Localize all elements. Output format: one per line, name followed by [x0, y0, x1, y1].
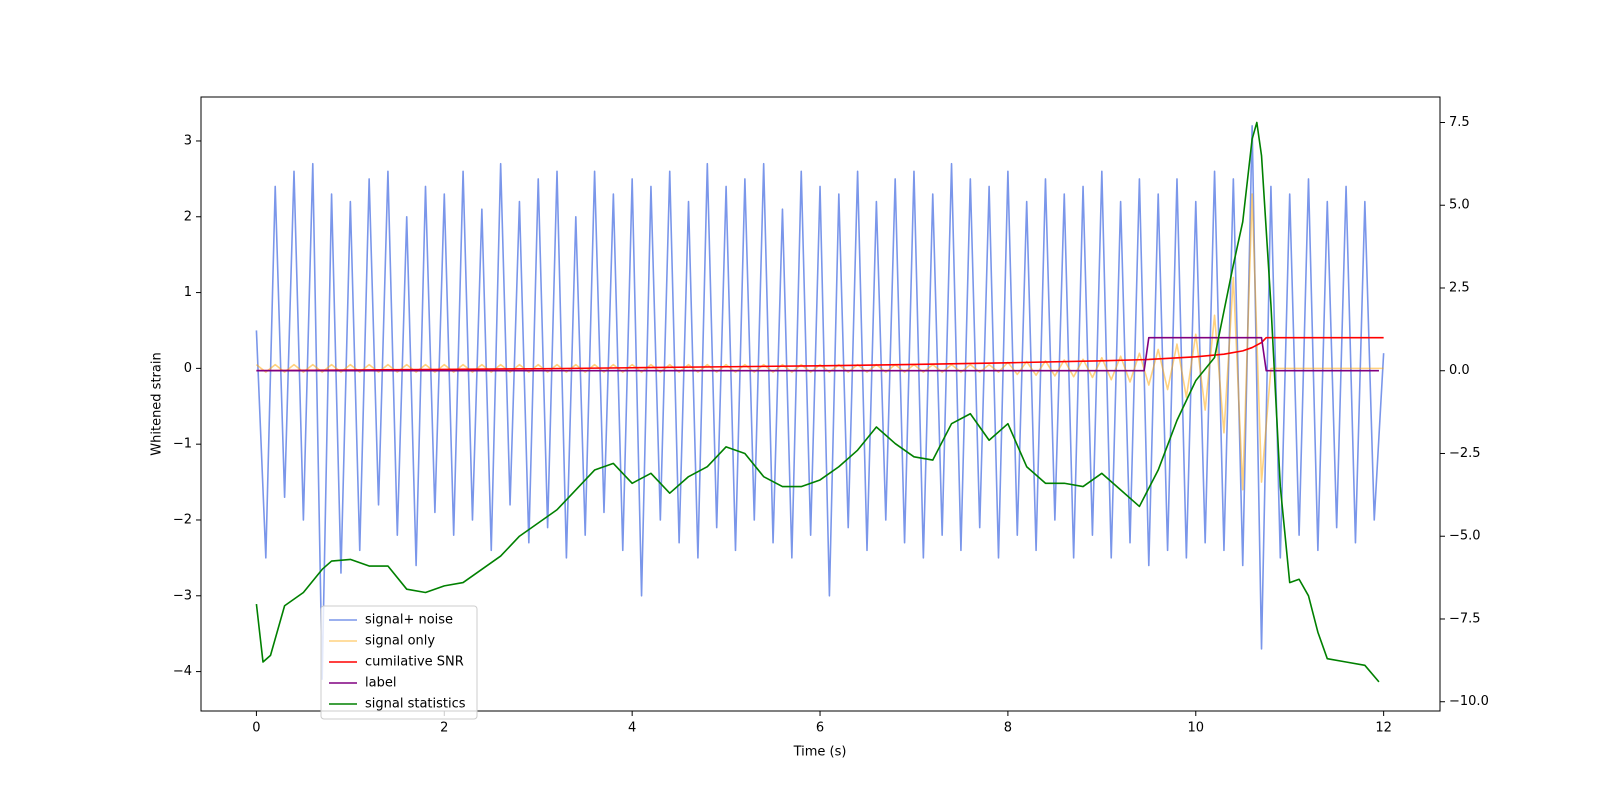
y-tick-label: −2 — [173, 512, 192, 527]
legend-label: label — [365, 676, 396, 691]
x-axis-label: Time (s) — [793, 745, 847, 760]
y-tick-label: 0 — [184, 361, 192, 376]
legend-box — [320, 605, 478, 720]
series-line — [255, 121, 1380, 683]
x-tick-label: 8 — [1004, 721, 1012, 736]
x-tick-label: 0 — [252, 721, 260, 736]
y-tick-label: −1 — [173, 437, 192, 452]
legend-label: cumilative SNR — [365, 655, 464, 670]
series-line — [256, 336, 1379, 372]
y2-tick-label: −7.5 — [1449, 611, 1481, 626]
y-tick-label: 3 — [184, 133, 192, 148]
y-tick-label: −4 — [173, 664, 192, 679]
y-tick-label: 2 — [184, 209, 192, 224]
legend-label: signal+ noise — [365, 613, 453, 628]
y2-tick-label: −2.5 — [1449, 446, 1481, 461]
series-line — [255, 125, 1385, 680]
legend-label: signal statistics — [365, 697, 466, 712]
legend-label: signal only — [365, 634, 435, 649]
y2-tick-label: −10.0 — [1449, 694, 1489, 709]
x-tick-label: 6 — [816, 721, 824, 736]
x-tick-label: 10 — [1187, 721, 1204, 736]
y-axis-label: Whitened strain — [150, 352, 165, 455]
y2-tick-label: 0.0 — [1449, 363, 1470, 378]
y2-tick-label: 2.5 — [1449, 280, 1470, 295]
y2-tick-label: −5.0 — [1449, 529, 1481, 544]
y-tick-label: −3 — [173, 588, 192, 603]
x-tick-label: 4 — [628, 721, 636, 736]
series-line — [255, 193, 1384, 491]
x-tick-label: 12 — [1375, 721, 1392, 736]
y-tick-label: 1 — [184, 285, 192, 300]
x-tick-label: 2 — [440, 721, 448, 736]
y2-tick-label: 5.0 — [1449, 198, 1470, 213]
series-line — [256, 336, 1384, 372]
y2-tick-label: 7.5 — [1449, 115, 1470, 130]
